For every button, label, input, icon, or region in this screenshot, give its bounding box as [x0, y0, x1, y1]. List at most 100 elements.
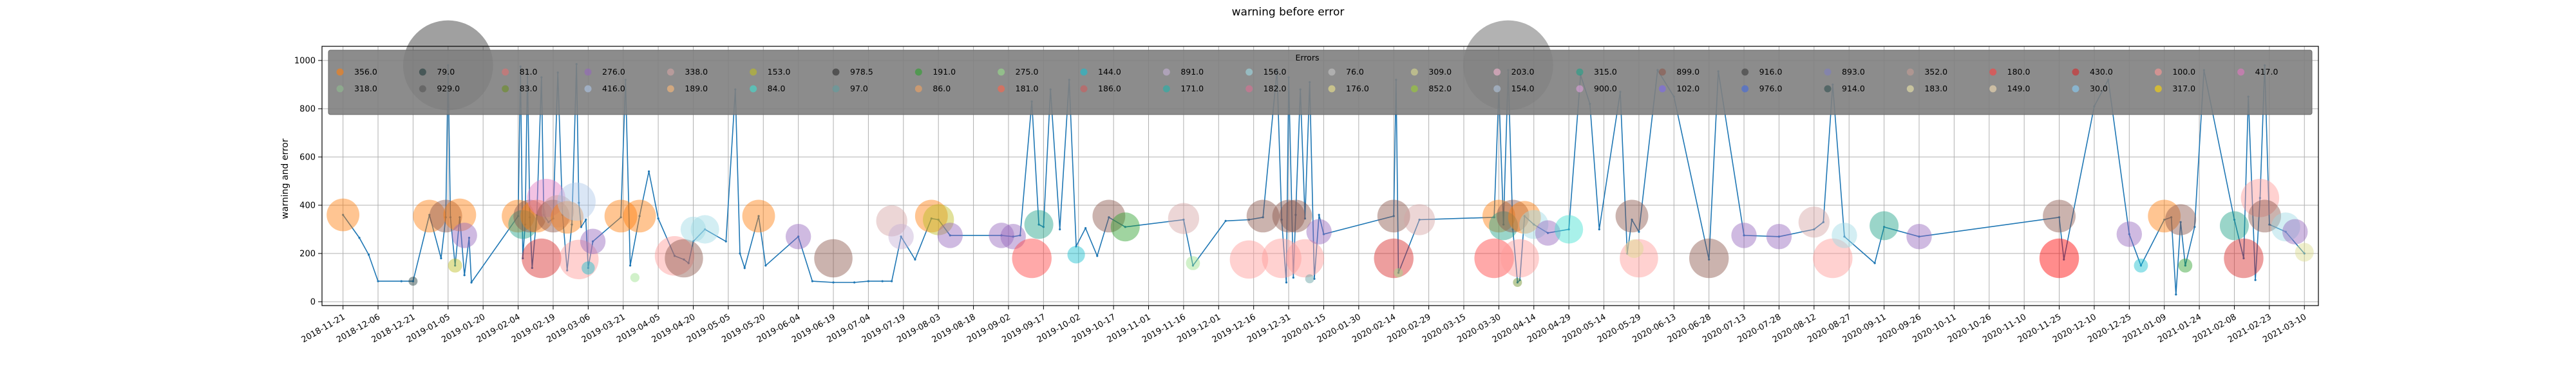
legend-marker [1576, 85, 1584, 93]
error-bubble [1501, 239, 1539, 278]
error-bubble [1374, 238, 1414, 279]
warning-point [2242, 257, 2245, 260]
legend-marker [1824, 85, 1832, 93]
legend-marker [2237, 68, 2245, 76]
error-bubble [1798, 207, 1830, 238]
legend-entry-label: 929.0 [437, 84, 460, 93]
warning-point [516, 215, 520, 217]
error-bubble [2219, 211, 2249, 241]
warning-point [891, 280, 893, 282]
warning-point [2179, 221, 2182, 223]
warning-point [566, 269, 569, 271]
error-bubble [2043, 199, 2076, 233]
warning-point [2063, 258, 2065, 261]
error-bubble [542, 195, 574, 228]
error-bubble [1535, 220, 1561, 246]
error-bubble [1403, 204, 1435, 235]
error-bubble [522, 238, 562, 279]
warning-point [914, 258, 916, 261]
legend-marker [1162, 68, 1170, 76]
y-tick-label: 1000 [294, 57, 316, 66]
error-bubble [937, 223, 963, 248]
warning-point [358, 237, 361, 239]
error-bubble [876, 205, 907, 237]
warning-point [1493, 216, 1495, 219]
warning-point [459, 216, 461, 219]
legend-entry-label: 191.0 [933, 67, 956, 77]
legend-entry-label: 317.0 [2172, 84, 2195, 93]
legend-marker [1410, 85, 1418, 93]
warning-point [571, 223, 573, 226]
error-bubble [408, 277, 418, 286]
warning-point [797, 235, 800, 238]
legend-entry-label: 182.0 [1264, 84, 1287, 93]
legend-marker [1658, 68, 1666, 76]
error-bubble [2134, 258, 2148, 273]
warning-point [900, 235, 902, 238]
warning-point [811, 280, 814, 282]
error-bubble [630, 273, 639, 282]
error-bubble [582, 261, 595, 275]
warning-point [1519, 279, 1521, 281]
warning-point [2163, 218, 2166, 221]
legend-marker [1741, 68, 1749, 76]
warning-point [2254, 279, 2257, 281]
warning-point [587, 266, 589, 270]
error-bubble [690, 215, 719, 244]
error-bubble [1000, 224, 1026, 250]
legend-entry-label: 76.0 [1346, 67, 1364, 77]
error-bubble [654, 236, 695, 276]
legend-entry-label: 86.0 [933, 84, 951, 93]
legend-entry-label: 275.0 [1016, 67, 1039, 77]
y-tick-label: 200 [299, 250, 316, 259]
warning-point [657, 217, 659, 220]
error-bubble [814, 239, 853, 278]
error-bubble [1832, 223, 1857, 248]
warning-point [1247, 218, 1251, 221]
error-bubble [1620, 239, 1658, 278]
legend-entry-label: 899.0 [1676, 67, 1700, 77]
error-bubble [508, 210, 538, 239]
legend-entry-label: 102.0 [1676, 84, 1700, 93]
error-bubble [2148, 199, 2181, 233]
error-bubble [1229, 240, 1269, 279]
warning-point [454, 264, 457, 267]
legend-marker [2072, 85, 2079, 93]
legend-entry-label: 417.0 [2255, 67, 2278, 77]
error-bubble [1813, 238, 1853, 279]
error-bubble [1489, 211, 1519, 241]
error-bubble [2271, 212, 2300, 242]
warning-point [1019, 234, 1021, 237]
error-bubble [623, 199, 656, 233]
error-bubble [513, 199, 547, 233]
legend-box [328, 50, 2313, 115]
warning-point [648, 170, 650, 173]
legend-entry-label: 852.0 [1428, 84, 1452, 93]
error-bubble [1519, 210, 1549, 239]
error-bubble [557, 182, 596, 221]
error-bubble [451, 223, 477, 248]
error-points [327, 20, 2314, 287]
warning-point [2175, 293, 2177, 296]
legend-entry-label: 156.0 [1264, 67, 1287, 77]
legend-entry-label: 153.0 [768, 67, 791, 77]
legend-marker [502, 85, 509, 93]
warning-point [2184, 264, 2186, 267]
warning-point [2303, 252, 2306, 255]
error-bubble [1766, 224, 1792, 250]
warning-point [937, 218, 940, 221]
warning-point [444, 216, 447, 219]
error-bubble [1168, 203, 1200, 234]
warning-point [673, 255, 676, 257]
error-bubble [2224, 238, 2264, 279]
warning-point [2259, 197, 2261, 199]
error-bubble [520, 199, 553, 233]
error-bubble [604, 199, 638, 233]
warning-point [1918, 235, 1920, 238]
legend-marker [1824, 68, 1832, 76]
warning-point [1511, 228, 1514, 231]
legend-marker [1080, 85, 1088, 93]
legend-marker [1245, 68, 1253, 76]
warning-point [1813, 228, 1815, 231]
plot-frame [321, 46, 2319, 306]
